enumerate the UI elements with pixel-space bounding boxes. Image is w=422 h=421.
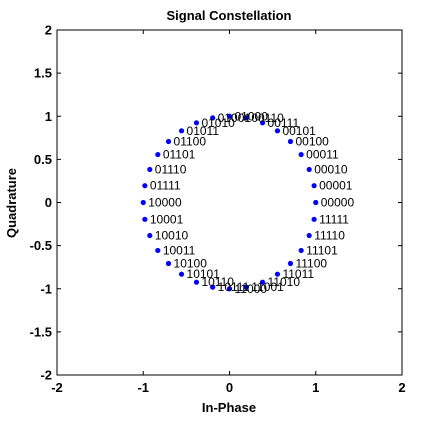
constellation-point bbox=[147, 166, 153, 173]
constellation-point bbox=[155, 151, 161, 158]
constellation-point bbox=[259, 279, 266, 285]
constellation-point-label: 00111 bbox=[268, 116, 300, 130]
constellation-point bbox=[311, 216, 317, 222]
data-points bbox=[140, 113, 319, 292]
constellation-point bbox=[259, 120, 266, 126]
y-axis-label: Quadrature bbox=[4, 168, 19, 238]
constellation-point-label: 10100 bbox=[174, 256, 208, 270]
y-tick-label: 1.5 bbox=[34, 66, 52, 81]
constellation-point bbox=[298, 247, 304, 254]
constellation-point bbox=[193, 279, 200, 285]
constellation-point-label: 10010 bbox=[155, 229, 189, 243]
constellation-point bbox=[306, 166, 312, 173]
y-tick-label: 0.5 bbox=[34, 152, 52, 167]
constellation-point bbox=[165, 260, 172, 267]
constellation-point-label: 10111 bbox=[218, 280, 250, 294]
x-axis-label: In-Phase bbox=[202, 400, 256, 415]
constellation-point bbox=[274, 271, 281, 277]
constellation-point bbox=[147, 232, 153, 239]
constellation-point-label: 00001 bbox=[319, 179, 353, 193]
constellation-point-label: 00101 bbox=[282, 124, 316, 138]
constellation-point bbox=[178, 128, 185, 134]
constellation-point bbox=[226, 286, 233, 292]
constellation-point bbox=[178, 271, 185, 277]
constellation-point-label: 00110 bbox=[251, 111, 284, 125]
constellation-point-label: 00010 bbox=[314, 162, 348, 176]
constellation-point bbox=[274, 128, 281, 134]
constellation-point bbox=[311, 183, 317, 189]
constellation-point-label: 10110 bbox=[201, 275, 234, 289]
constellation-point-label: 00100 bbox=[295, 135, 329, 149]
y-tick-label: 2 bbox=[45, 23, 52, 38]
constellation-point bbox=[142, 216, 148, 222]
constellation-point-label: 01100 bbox=[174, 135, 207, 149]
constellation-point-label: 01111 bbox=[150, 179, 181, 193]
constellation-point-label: 01000 bbox=[235, 109, 269, 123]
y-tick-label: -2 bbox=[40, 368, 52, 383]
x-tick-label: 0 bbox=[226, 380, 233, 395]
y-tick-label: 0 bbox=[45, 195, 52, 210]
constellation-point-label: 00000 bbox=[321, 196, 355, 210]
constellation-point-label: 10001 bbox=[150, 212, 184, 226]
x-tick-label: -1 bbox=[137, 380, 149, 395]
plot-area bbox=[56, 29, 403, 376]
constellation-point-label: 10101 bbox=[187, 267, 221, 281]
constellation-point bbox=[243, 284, 249, 290]
constellation-point bbox=[313, 199, 319, 206]
constellation-point bbox=[165, 138, 172, 145]
constellation-point-label: 10011 bbox=[163, 243, 196, 257]
constellation-point-label: 11111 bbox=[319, 212, 349, 226]
constellation-point bbox=[210, 284, 216, 290]
constellation-point-label: 01011 bbox=[187, 124, 220, 138]
x-axis: -2 -1 0 1 2 bbox=[51, 30, 406, 395]
constellation-point-label: 11001 bbox=[251, 280, 284, 294]
constellation-point bbox=[306, 232, 312, 239]
constellation-point bbox=[287, 138, 294, 145]
constellation-point-label: 11010 bbox=[268, 275, 301, 289]
y-tick-label: -1.5 bbox=[30, 324, 52, 339]
constellation-point bbox=[287, 260, 294, 267]
constellation-point bbox=[193, 120, 200, 126]
constellation-point-label: 01110 bbox=[155, 162, 187, 176]
constellation-point-label: 10000 bbox=[148, 196, 182, 210]
constellation-point-label: 11011 bbox=[282, 267, 314, 281]
constellation-point bbox=[140, 199, 146, 206]
constellation-point bbox=[142, 183, 148, 189]
y-tick-label: -1 bbox=[40, 281, 52, 296]
constellation-point bbox=[243, 115, 249, 121]
constellation-point-label: 01001 bbox=[218, 111, 252, 125]
constellation-point-label: 01101 bbox=[163, 148, 196, 162]
y-axis: -2 -1.5 -1 -0.5 0 0.5 1 1.5 2 bbox=[30, 23, 402, 383]
x-tick-label: -2 bbox=[51, 380, 63, 395]
constellation-point-label: 11100 bbox=[295, 256, 327, 270]
constellation-point-label: 11101 bbox=[306, 243, 338, 257]
x-tick-label: 2 bbox=[398, 380, 405, 395]
x-tick-label: 1 bbox=[312, 380, 319, 395]
constellation-point bbox=[226, 113, 233, 119]
constellation-point bbox=[210, 115, 216, 121]
chart-title: Signal Constellation bbox=[167, 8, 292, 23]
constellation-point-label: 00011 bbox=[306, 148, 339, 162]
constellation-point-label: 01010 bbox=[201, 116, 235, 130]
y-tick-label: -0.5 bbox=[30, 238, 52, 253]
constellation-point-label: 11000 bbox=[235, 282, 268, 296]
y-tick-label: 1 bbox=[45, 109, 52, 124]
point-labels: 00000 00001 000100001100100001010011100110… bbox=[148, 109, 354, 296]
constellation-point bbox=[155, 247, 161, 254]
constellation-point-label: 11110 bbox=[314, 229, 345, 243]
constellation-point bbox=[298, 151, 304, 158]
